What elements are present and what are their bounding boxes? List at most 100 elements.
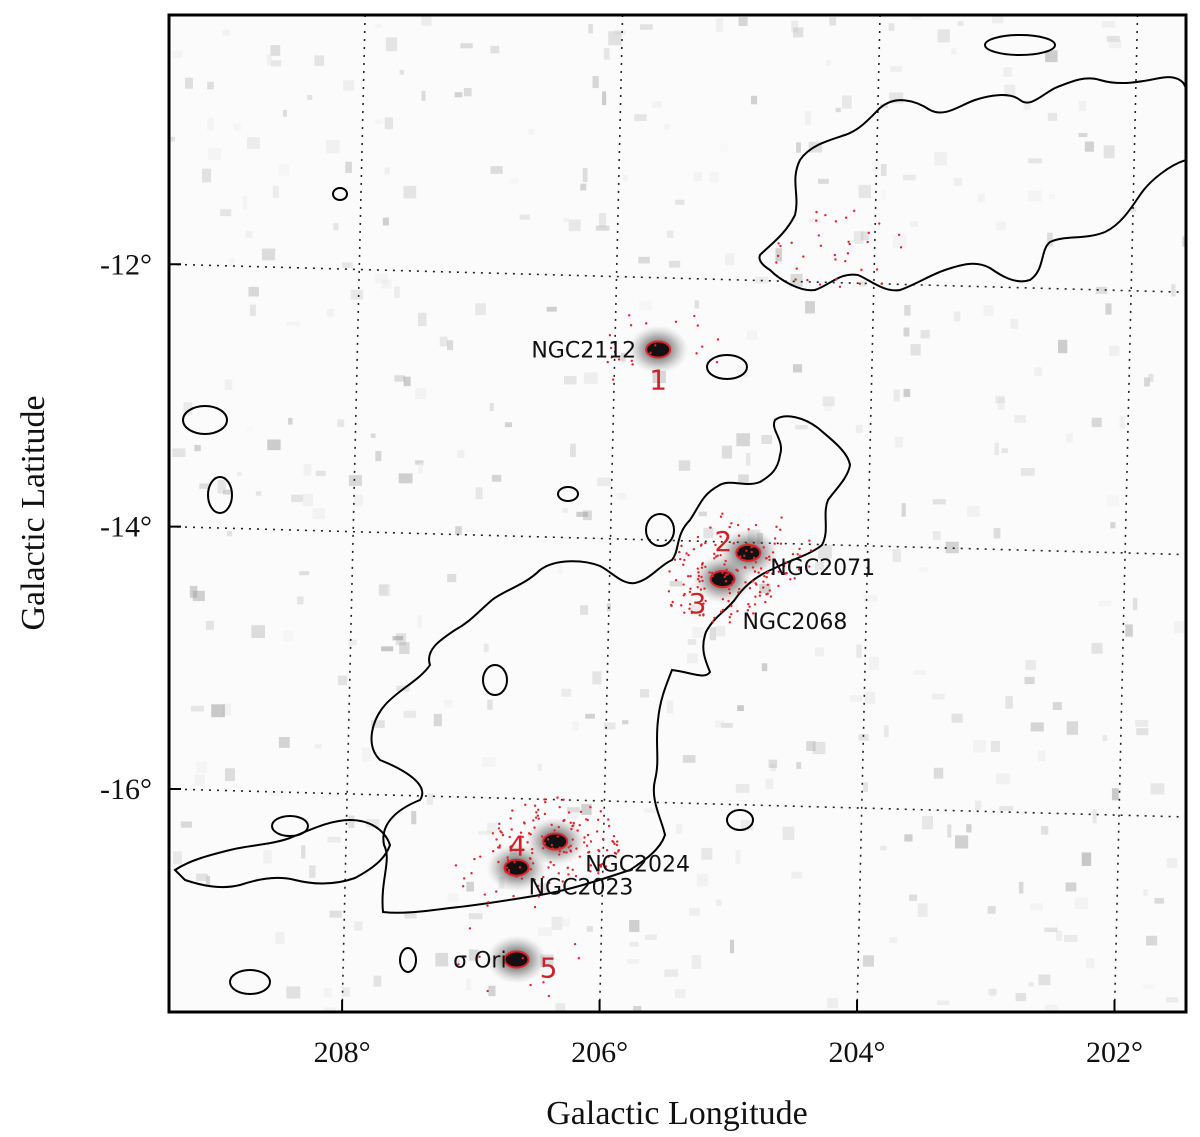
yso-point [571, 868, 574, 871]
yso-point [730, 604, 733, 608]
background-speckle [444, 699, 453, 708]
background-speckle [415, 460, 424, 465]
background-speckle [904, 305, 911, 316]
yso-point [766, 583, 770, 587]
background-speckle [750, 95, 758, 105]
yso-point [696, 567, 699, 570]
yso-point [586, 833, 590, 837]
yso-point [757, 571, 760, 574]
yso-point [668, 570, 671, 573]
yso-point [616, 840, 619, 843]
background-speckle [307, 95, 313, 100]
yso-point [738, 587, 741, 591]
background-speckle [562, 918, 570, 927]
background-speckle [716, 899, 722, 906]
background-speckle [447, 340, 454, 351]
background-speckle [324, 1007, 336, 1012]
yso-point [702, 614, 705, 617]
background-speckle [242, 195, 248, 210]
background-speckle [675, 823, 683, 834]
background-speckle [568, 219, 581, 232]
background-speckle [990, 740, 1001, 752]
background-speckle [932, 693, 945, 700]
yso-point [724, 580, 728, 583]
contour-small-6 [399, 947, 417, 973]
yso-point [680, 544, 683, 548]
background-speckle [993, 528, 1001, 539]
yso-point [611, 839, 614, 843]
yso-point [547, 866, 550, 869]
yso-point [556, 835, 559, 838]
yso-point [572, 821, 575, 825]
background-speckle [951, 48, 957, 55]
background-speckle [327, 836, 341, 843]
background-speckle [207, 117, 215, 131]
yso-point [617, 358, 621, 361]
yso-point [542, 981, 545, 984]
yso-point [468, 927, 472, 930]
background-speckle [555, 1003, 566, 1012]
background-speckle [172, 50, 183, 58]
background-speckle [348, 475, 362, 486]
yso-point [645, 322, 648, 325]
yso-point [599, 865, 603, 868]
object-number: 5 [540, 952, 558, 985]
background-speckle [736, 433, 750, 447]
background-speckle [690, 604, 701, 616]
background-speckle [1102, 734, 1108, 742]
yso-point [719, 610, 723, 613]
contour-small-8 [984, 34, 1056, 56]
background-speckle [348, 815, 355, 829]
yso-point [532, 819, 535, 822]
yso-point [597, 848, 600, 852]
background-speckle [1091, 417, 1102, 428]
yso-point [699, 544, 703, 547]
yso-point [875, 268, 879, 271]
yso-point [847, 240, 850, 244]
background-speckle [694, 300, 699, 309]
yso-point [780, 516, 783, 519]
yso-point [557, 853, 561, 856]
x-axis-title: Galactic Longitude [546, 1095, 808, 1132]
background-speckle [354, 921, 363, 931]
background-speckle [1081, 852, 1092, 866]
yso-point [507, 870, 511, 874]
yso-point [496, 846, 500, 849]
yso-point [701, 579, 704, 583]
yso-point [771, 551, 775, 554]
background-speckle [735, 850, 741, 865]
background-speckle [910, 344, 921, 356]
background-speckle [1085, 958, 1095, 969]
yso-point [763, 574, 766, 578]
yso-point [750, 550, 753, 554]
yso-point [764, 600, 767, 604]
yso-point [530, 847, 534, 851]
yso-point [512, 894, 515, 898]
background-speckle [664, 123, 670, 130]
yso-point [649, 351, 652, 355]
background-speckle [1091, 642, 1103, 654]
background-speckle [1048, 193, 1055, 200]
background-speckle [932, 531, 941, 541]
yso-point [775, 261, 778, 264]
yso-point [499, 830, 502, 833]
yso-point [546, 838, 550, 841]
background-speckle [922, 816, 934, 830]
background-speckle [860, 231, 869, 241]
x-tick-label: 208° [314, 1036, 371, 1069]
yso-point [721, 598, 725, 601]
background-speckle [475, 303, 486, 316]
yso-point [673, 558, 677, 561]
background-speckle [620, 352, 626, 362]
yso-point [600, 863, 603, 866]
background-speckle [901, 503, 906, 517]
object-label: NGC2023 [529, 876, 634, 901]
background-speckle [373, 975, 382, 987]
background-speckle [251, 625, 265, 638]
background-speckle [869, 656, 879, 670]
background-speckle [199, 483, 209, 489]
background-speckle [990, 988, 996, 997]
yso-point [569, 844, 572, 848]
background-speckle [747, 330, 758, 341]
background-speckle [1154, 898, 1164, 904]
